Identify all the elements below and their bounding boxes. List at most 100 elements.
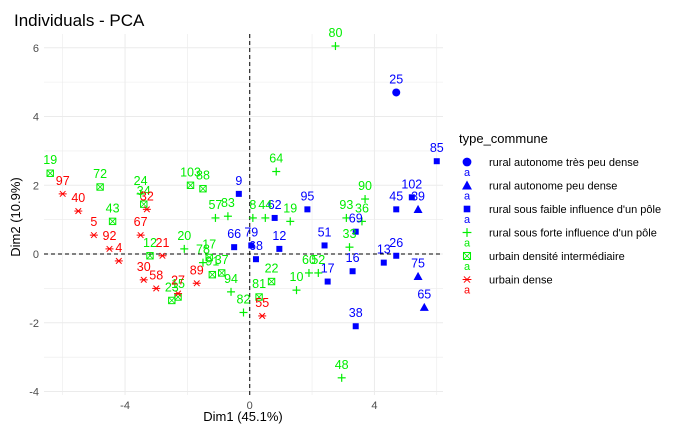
point-s4-22 [267,277,276,286]
point-label-s3-11: 19 [283,201,297,215]
point-label-s3-18: 24 [134,174,148,188]
point-s2-79 [248,242,255,249]
point-label-s3-3: 93 [339,198,353,212]
point-label-s3-10: 83 [221,196,235,210]
point-label-s2-14: 66 [227,227,241,241]
point-s5-32 [142,206,151,213]
data-points [46,42,440,382]
legend: a rural autonome très peu dense a rural aut… [462,157,661,297]
point-s4-88 [199,185,207,193]
point-s3-60 [304,268,313,277]
point-label-s1-2: 75 [411,256,425,270]
point-label-s4-7: 17 [202,237,216,251]
point-label-s4-4: 103 [180,165,201,179]
point-label-s3-6: 64 [269,152,283,166]
point-label-s4-6: 12 [143,236,157,250]
y-tick-label-5: 6 [33,43,39,55]
point-label-s5-8: 58 [149,268,163,282]
point-s2-9 [235,190,242,197]
legend-item-4: a urbain densité intermédiaire [462,251,625,273]
legend-key-letter-0: a [464,167,471,179]
legend-key-letter-4: a [464,261,471,273]
point-s5-5 [89,231,98,239]
point-label-s2-0: 85 [430,141,444,155]
point-s1-75 [413,271,423,280]
point-label-s4-2: 43 [106,201,120,215]
point-s4-23 [168,296,176,305]
point-label-s3-16: 82 [237,292,251,306]
point-label-s2-15: 79 [244,225,258,239]
legend-key-3 [462,228,472,237]
point-s2-66 [231,244,238,251]
y-tick-label-3: 2 [33,180,39,192]
y-tick-label-1: -2 [29,318,39,330]
point-label-s0-0: 25 [389,72,403,86]
point-s5-27 [174,290,183,297]
point-s5-30 [139,276,148,283]
point-label-s4-11: 37 [215,253,229,267]
point-s0-25 [392,88,401,97]
point-s2-95 [304,206,311,213]
x-tick-label-2: 4 [371,400,377,412]
point-s2-45 [393,206,400,213]
point-s4-91 [208,270,217,279]
point-s3-44 [261,213,270,222]
point-s3-10 [292,286,301,295]
point-s4-12 [146,252,154,260]
point-label-s5-3: 92 [103,229,117,243]
point-s2-69 [352,228,359,235]
point-s3-36 [357,217,366,226]
point-label-s5-12: 55 [255,296,269,310]
legend-label-0: rural autonome très peu dense [489,157,639,169]
point-s4-81 [255,293,263,301]
point-s3-93 [342,213,351,222]
legend-key-1 [462,180,472,190]
point-label-s3-17: 20 [177,229,191,243]
point-label-s2-5: 69 [349,212,363,226]
y-tick-label-0: -4 [29,387,39,399]
point-s3-80 [331,42,340,51]
point-label-s3-5: 33 [343,227,357,241]
legend-key-letter-1: a [464,191,471,203]
point-s5-55 [258,312,267,320]
point-label-s2-4: 13 [377,243,391,257]
legend-label-4: urbain densité intermédiaire [489,251,625,263]
legend-key-0 [462,157,472,167]
point-label-s3-4: 36 [355,201,369,215]
point-s4-34 [140,200,148,208]
point-s3-90 [361,195,370,204]
point-s3-48 [337,373,346,382]
point-label-s2-16: 68 [249,239,263,253]
point-s4-17 [205,253,213,262]
point-s5-4 [114,257,123,265]
point-label-s5-6: 32 [140,189,154,203]
point-label-s2-12: 62 [268,198,282,212]
point-s2-51 [321,242,328,249]
point-label-s3-2: 90 [358,179,372,193]
point-label-s5-10: 89 [190,263,204,277]
point-label-s2-6: 16 [346,251,360,265]
legend-key-4 [462,251,472,261]
point-label-s2-2: 45 [389,189,403,203]
point-s2-85 [433,158,440,165]
legend-item-5: a urbain dense [462,275,553,297]
point-s5-92 [105,245,114,253]
point-label-s5-5: 67 [134,215,148,229]
point-s2-26 [393,252,400,259]
point-label-s5-4: 4 [115,241,122,255]
chart-title: Individuals - PCA [14,11,145,30]
point-s1-65 [419,302,429,311]
point-label-s3-7: 44 [258,198,272,212]
point-label-s2-10: 38 [349,306,363,320]
point-s5-97 [58,190,67,198]
point-label-s3-13: 52 [311,253,325,267]
point-label-s3-9: 57 [208,198,222,212]
point-s3-94 [227,287,236,296]
point-s4-37 [217,269,226,277]
legend-title: type_commune [459,131,548,146]
x-axis-label: Dim1 (45.1%) [203,409,282,424]
x-tick-label-0: -4 [120,400,130,412]
